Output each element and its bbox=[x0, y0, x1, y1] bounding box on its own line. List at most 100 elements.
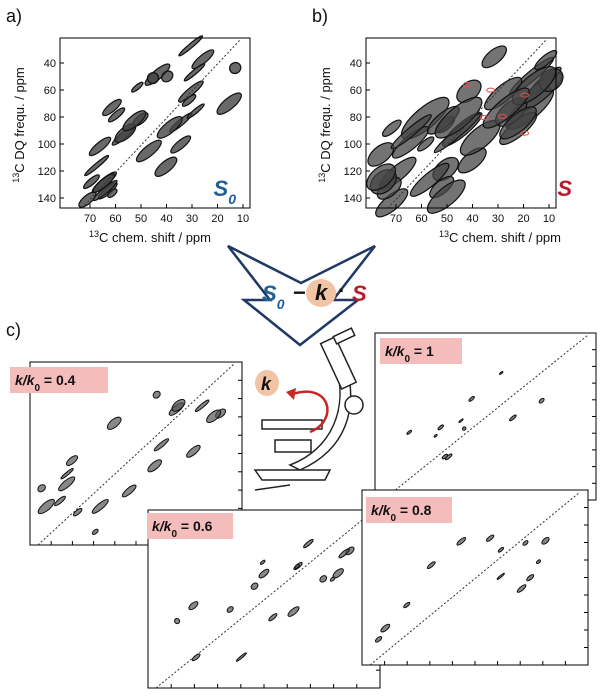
contour bbox=[88, 136, 112, 157]
contour bbox=[259, 559, 266, 565]
spectra-contours bbox=[78, 35, 564, 218]
contour bbox=[482, 87, 530, 129]
contour bbox=[522, 540, 529, 546]
contour bbox=[486, 534, 495, 542]
k-highlight bbox=[306, 279, 336, 307]
contour bbox=[303, 538, 314, 549]
contour bbox=[84, 154, 110, 177]
spectrum-contours bbox=[37, 390, 227, 535]
contour bbox=[186, 444, 201, 458]
y-tick-label: 80 bbox=[44, 112, 56, 124]
ratio-value: = 1 bbox=[410, 343, 434, 359]
arrowhead bbox=[286, 388, 296, 400]
contour bbox=[338, 548, 350, 559]
x-tick-label: 70 bbox=[390, 213, 402, 225]
contour bbox=[121, 484, 137, 498]
contour bbox=[91, 528, 99, 535]
plot-frame bbox=[365, 37, 557, 209]
x-tick-label: 30 bbox=[186, 213, 198, 225]
panel-label: c) bbox=[6, 320, 21, 340]
panel-label: b) bbox=[312, 6, 328, 26]
contour bbox=[156, 116, 183, 139]
x-tick-label: 40 bbox=[466, 213, 478, 225]
x-axis-label: 13C chem. shift / ppm bbox=[89, 229, 211, 245]
ratio-label-box bbox=[10, 367, 108, 393]
contour bbox=[499, 106, 537, 140]
contour bbox=[319, 575, 328, 583]
x-tick-label: 40 bbox=[160, 213, 172, 225]
contour bbox=[188, 601, 199, 611]
x-tick-label: 50 bbox=[135, 213, 147, 225]
diagonal bbox=[369, 491, 581, 666]
contour bbox=[426, 561, 436, 570]
diagonal bbox=[387, 39, 547, 209]
contour bbox=[516, 584, 527, 593]
contour bbox=[146, 72, 160, 85]
panel-label: a) bbox=[6, 6, 22, 26]
y-tick-label: 60 bbox=[44, 85, 56, 97]
spectrum-contours bbox=[406, 370, 545, 461]
contour bbox=[226, 606, 234, 613]
formula-s: S bbox=[352, 281, 367, 306]
contour bbox=[229, 61, 242, 75]
ratio-k: k/k bbox=[371, 502, 392, 518]
ratio-sub: 0 bbox=[404, 354, 410, 365]
contour bbox=[366, 163, 396, 191]
contour bbox=[106, 416, 122, 430]
formula-minus: − bbox=[293, 280, 306, 305]
ratio-value: = 0.6 bbox=[177, 518, 213, 534]
contour bbox=[380, 623, 391, 633]
contour bbox=[107, 107, 126, 123]
contour bbox=[458, 418, 464, 424]
contour bbox=[154, 156, 178, 177]
contour bbox=[216, 92, 242, 115]
contour bbox=[294, 563, 300, 569]
spectrum-contours bbox=[374, 534, 550, 643]
k-highlight bbox=[255, 370, 279, 396]
contour bbox=[520, 130, 530, 136]
x-axis-label: 13C chem. shift / ppm bbox=[439, 229, 561, 245]
contour bbox=[541, 537, 550, 545]
contour bbox=[456, 537, 467, 546]
y-tick-label: 40 bbox=[350, 58, 362, 70]
y-tick-label: 100 bbox=[344, 139, 362, 151]
y-tick-label: 40 bbox=[44, 58, 56, 70]
contour bbox=[499, 370, 504, 375]
y-axis-label: 13C DQ frequ. / ppm bbox=[11, 67, 27, 183]
contour bbox=[329, 576, 336, 582]
ratio-value: = 0.8 bbox=[396, 502, 432, 518]
contour bbox=[72, 507, 83, 517]
x-tick-label: 70 bbox=[84, 213, 96, 225]
x-tick-label: 10 bbox=[237, 213, 249, 225]
plot-frame bbox=[59, 37, 251, 209]
contour bbox=[374, 636, 383, 643]
ratio-label: k/k0 = 0.6 bbox=[152, 518, 213, 540]
ratio-label-box bbox=[366, 497, 452, 523]
y-tick-label: 140 bbox=[38, 193, 56, 205]
y-tick-label: 60 bbox=[350, 85, 362, 97]
contour bbox=[235, 652, 247, 662]
y-tick-label: 120 bbox=[344, 166, 362, 178]
contour bbox=[417, 136, 435, 152]
ratio-label-box bbox=[380, 338, 462, 364]
contour bbox=[153, 438, 170, 452]
contour bbox=[496, 572, 505, 580]
contour bbox=[65, 455, 79, 466]
contour bbox=[433, 433, 438, 438]
spectrum-tag: S bbox=[557, 176, 572, 201]
contour bbox=[426, 179, 466, 214]
ratio-label: k/k0 = 0.4 bbox=[15, 372, 76, 394]
ratio-label-box bbox=[147, 513, 233, 539]
contour bbox=[486, 87, 496, 93]
ratio-value: = 0.4 bbox=[40, 372, 76, 388]
ratio-k: k/k bbox=[152, 518, 173, 534]
spectrum-tag: S0 bbox=[214, 176, 237, 207]
contour bbox=[409, 162, 450, 197]
contour bbox=[60, 467, 74, 480]
contour bbox=[268, 613, 278, 622]
contour bbox=[206, 409, 222, 424]
contour bbox=[444, 453, 453, 461]
contour bbox=[497, 547, 505, 553]
contour bbox=[437, 424, 444, 431]
contour bbox=[122, 110, 147, 132]
